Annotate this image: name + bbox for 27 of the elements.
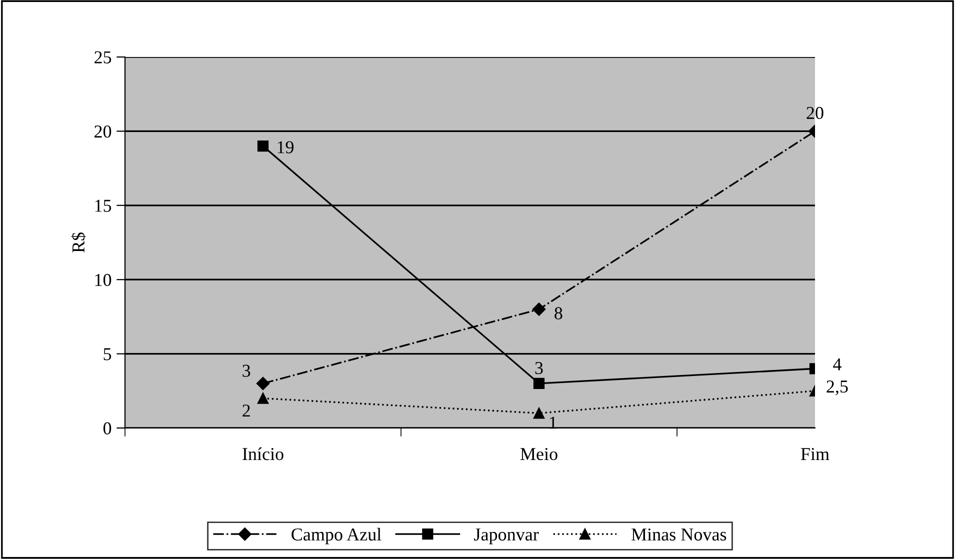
point bbox=[533, 408, 545, 419]
data-label: 2,5 bbox=[826, 380, 848, 396]
y-tick-label: 25 bbox=[94, 51, 112, 64]
legend-label: Minas Novas bbox=[632, 528, 726, 541]
y-tick-label: 10 bbox=[95, 274, 112, 286]
legend-label: Japonvar bbox=[474, 528, 539, 544]
y-tick-label: 15 bbox=[95, 200, 112, 212]
y-tick-label: 0 bbox=[103, 422, 112, 434]
y-tick-label: 20 bbox=[94, 125, 112, 138]
data-label: 19 bbox=[278, 141, 294, 154]
y-axis-title: R$ bbox=[71, 232, 86, 253]
point bbox=[257, 392, 269, 404]
point bbox=[256, 376, 270, 390]
data-label: 8 bbox=[554, 307, 562, 320]
point bbox=[532, 302, 546, 316]
point bbox=[257, 140, 269, 152]
data-label: 20 bbox=[806, 106, 824, 120]
data-label: 4 bbox=[833, 358, 842, 370]
data-label: 2 bbox=[242, 404, 250, 417]
data-label: 3 bbox=[242, 364, 250, 377]
legend-label: Campo Azul bbox=[292, 528, 382, 544]
x-tick-label: Início bbox=[242, 447, 284, 460]
x-tick-label: Meio bbox=[520, 448, 558, 460]
y-tick-label: 5 bbox=[104, 348, 112, 360]
point bbox=[533, 378, 545, 390]
x-tick-label: Fim bbox=[800, 448, 830, 460]
data-label: 3 bbox=[535, 362, 543, 374]
